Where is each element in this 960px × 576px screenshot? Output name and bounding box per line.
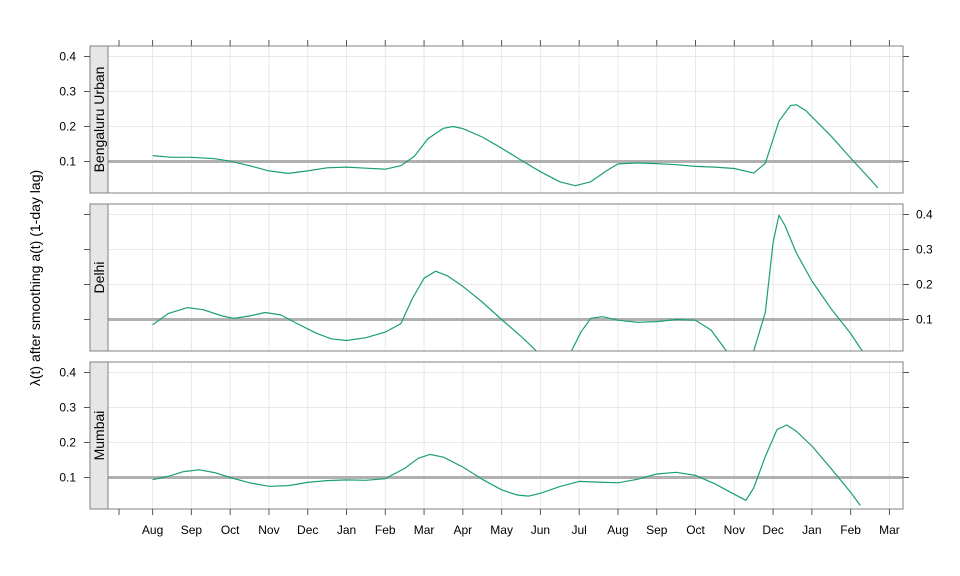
y-tick-label: 0.3 bbox=[59, 401, 76, 415]
x-tick-label: Feb bbox=[375, 523, 396, 537]
x-tick-label: Feb bbox=[840, 523, 861, 537]
panel-mumbai: Mumbai 0.1 0.2 0.3 0.4 bbox=[59, 361, 909, 510]
y-tick-label: 0.4 bbox=[59, 366, 76, 380]
x-tick-label: Nov bbox=[258, 523, 279, 537]
x-tick-label: Apr bbox=[453, 523, 472, 537]
x-tick-label: May bbox=[490, 523, 513, 537]
y-tick-label: 0.2 bbox=[916, 278, 933, 292]
y-tick-label: 0.3 bbox=[59, 85, 76, 99]
x-tick-label: Aug bbox=[607, 523, 628, 537]
x-tick-label: Dec bbox=[297, 523, 318, 537]
x-tick-label: Mar bbox=[879, 523, 900, 537]
x-tick-label: Sep bbox=[181, 523, 203, 537]
series-line-segment-2 bbox=[570, 316, 727, 351]
y-tick-label: 0.2 bbox=[59, 436, 76, 450]
panel-strip-label: Bengaluru Urban bbox=[91, 67, 107, 173]
series-line-segment-3 bbox=[753, 214, 863, 351]
x-tick-label: Sep bbox=[646, 523, 668, 537]
y-tick-label: 0.3 bbox=[916, 243, 933, 257]
panel-delhi: Delhi 0.1 0.2 0.3 0.4 bbox=[84, 203, 933, 352]
x-tick-label: Nov bbox=[724, 523, 745, 537]
x-tick-label: Jan bbox=[802, 523, 821, 537]
panel-bengaluru-urban: Bengaluru Urban 0.1 0.2 0.3 0.4 bbox=[59, 45, 909, 194]
y-tick-label: 0.4 bbox=[59, 50, 76, 64]
x-tick-label: Dec bbox=[762, 523, 783, 537]
panel-frame bbox=[107, 45, 904, 194]
panel-strip-label: Delhi bbox=[91, 262, 107, 294]
y-tick-label: 0.1 bbox=[916, 313, 933, 327]
panel-frame bbox=[107, 203, 904, 352]
panel-strip-label: Mumbai bbox=[91, 411, 107, 461]
series-line-segment-1 bbox=[152, 424, 861, 506]
x-tick-label: Aug bbox=[142, 523, 163, 537]
x-tick-label: Jan bbox=[337, 523, 356, 537]
y-axis-title-text: λ(t) after smoothing a(t) (1-day lag) bbox=[27, 170, 43, 386]
panels: Bengaluru Urban 0.1 0.2 0.3 0.4 Delhi 0.1 0.2 0.… bbox=[59, 45, 933, 510]
y-tick-label: 0.4 bbox=[916, 208, 933, 222]
y-axis-title-symbol: λ(t) bbox=[27, 366, 43, 386]
y-tick-label: 0.2 bbox=[59, 120, 76, 134]
x-tick-label: Jul bbox=[572, 523, 587, 537]
y-axis-title: λ(t) after smoothing a(t) (1-day lag) bbox=[27, 170, 43, 386]
y-axis-title-rest: after smoothing a(t) (1-day lag) bbox=[27, 170, 43, 366]
panel-frame bbox=[107, 361, 904, 510]
x-tick-label: Mar bbox=[414, 523, 435, 537]
y-tick-label: 0.1 bbox=[59, 471, 76, 485]
x-tick-label: Jun bbox=[531, 523, 550, 537]
y-tick-label: 0.1 bbox=[59, 155, 76, 169]
series-line-segment-1 bbox=[152, 104, 879, 189]
x-tick-label: Oct bbox=[686, 523, 705, 537]
x-tick-label: Oct bbox=[221, 523, 240, 537]
series-line-segment-1 bbox=[152, 270, 537, 351]
x-axis: Aug Sep Oct Nov Dec Jan Feb Mar Apr May Jun Jul Aug S… bbox=[118, 40, 900, 537]
